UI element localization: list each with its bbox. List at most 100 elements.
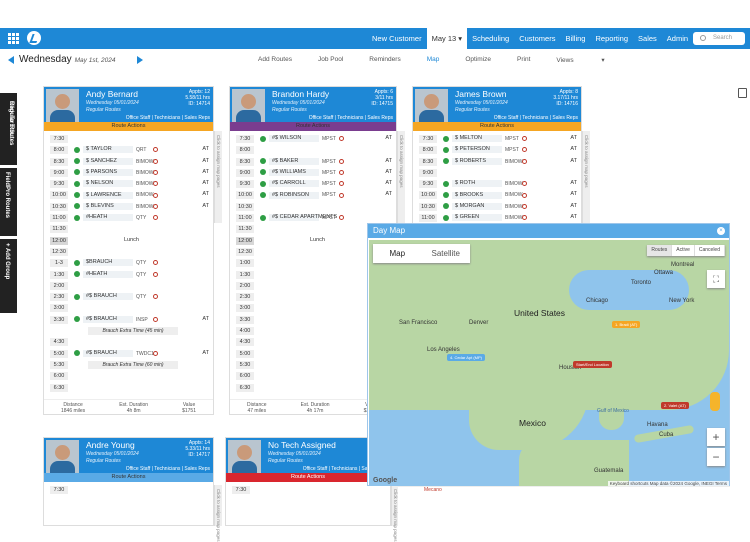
job-label[interactable]: #$ BRAUCH (83, 349, 133, 357)
nav-customers[interactable]: Customers (519, 34, 556, 43)
schedule-row[interactable]: 10:00 $ LAWRENCE BIMOW AT (44, 189, 213, 200)
schedule-row[interactable]: 7:30 (44, 484, 213, 495)
tech-name[interactable]: James Brown (455, 89, 507, 99)
map-pin-andy[interactable]: 1. Bradi (AT) (612, 321, 641, 328)
job-entry[interactable]: #$ ROBINSON MPST (260, 191, 344, 199)
map-type-map[interactable]: Map (389, 249, 406, 258)
map-pin-start-end[interactable]: Start/End Location (573, 361, 612, 368)
schedule-row[interactable]: 6:00 (230, 370, 396, 381)
map-canvas[interactable]: Map Satellite Routes Active Canceled ⛶ U… (369, 240, 729, 486)
schedule-row[interactable]: 7:30 #$ WILSON MPST AT (230, 133, 396, 144)
tool-map[interactable]: Map (426, 56, 440, 63)
schedule-row[interactable]: 5:00 #$ BRAUCH TWDC1 AT (44, 348, 213, 359)
tool-views[interactable]: Views ▾ (556, 57, 605, 64)
job-label[interactable]: $ GREEN (452, 214, 502, 222)
schedule-row[interactable]: 7:30 (44, 133, 213, 144)
job-label[interactable]: $ PARSONS (83, 168, 133, 176)
apps-grid-icon[interactable] (8, 33, 19, 44)
schedule-row[interactable]: 8:00 (230, 144, 396, 155)
job-entry[interactable]: $ NELSON BIMOW (74, 180, 158, 188)
schedule-row[interactable]: 1-3 $BRAUCH QTY (44, 257, 213, 268)
schedule-row[interactable]: 9:00 $ PARSONS BIMOW AT (44, 167, 213, 178)
schedule-row[interactable]: 11:30 (230, 223, 396, 234)
schedule-row[interactable]: 4:00 (230, 325, 396, 336)
schedule-row[interactable]: 9:00 #$ WILLIAMS MPST AT (230, 167, 396, 178)
job-label[interactable]: $ BLEVINS (83, 202, 133, 210)
schedule-row[interactable]: 2:00 (230, 280, 396, 291)
schedule-row[interactable]: 9:30 #$ CARROLL MPST AT (230, 178, 396, 189)
job-label[interactable]: $ NELSON (83, 180, 133, 188)
nav-reporting[interactable]: Reporting (595, 34, 629, 43)
job-label[interactable]: $ PETERSON (452, 146, 502, 154)
assign-map-pages-tab[interactable]: Click to assign map pages (397, 131, 405, 223)
search-input[interactable]: Search (693, 32, 745, 45)
schedule-row[interactable]: 1:00 (230, 257, 396, 268)
nav-scheduling[interactable]: Scheduling (472, 34, 510, 43)
job-label[interactable]: #$ BRAUCH (83, 315, 133, 323)
schedule-row[interactable]: 6:00 (44, 370, 213, 381)
schedule-row[interactable]: 5:30 (230, 359, 396, 370)
job-label[interactable]: #$ BRAUCH (83, 293, 133, 301)
schedule-row[interactable]: 12:30 (44, 246, 213, 257)
schedule-row[interactable]: 12:00 Lunch (230, 235, 396, 246)
tab-regular-routes[interactable]: Regular Routes Click To Edit... (0, 93, 17, 165)
schedule-row[interactable]: 3:30 (230, 314, 396, 325)
schedule-row[interactable]: 7:30 (226, 484, 390, 495)
map-filter-canceled[interactable]: Canceled (695, 245, 725, 256)
tool-add-routes[interactable]: Add Routes (258, 56, 292, 63)
schedule-row[interactable]: 7:30 $ MELTON MPST AT (413, 133, 581, 144)
schedule-row[interactable]: 8:30 #$ BAKER MPST AT (230, 156, 396, 167)
job-entry[interactable]: #$ CEDAR APARTMENTSMPST (260, 214, 344, 222)
schedule-row[interactable]: 10:30 $ BLEVINS BIMOW AT (44, 201, 213, 212)
schedule-row[interactable]: 6:30 (44, 382, 213, 393)
tool-reminders[interactable]: Reminders (369, 56, 401, 63)
job-entry[interactable]: $ MELTON MPST (443, 135, 527, 143)
tech-name[interactable]: Brandon Hardy (272, 89, 330, 99)
nav-date-picker[interactable]: May 13 ▾ (426, 28, 468, 49)
job-label[interactable]: $ MELTON (452, 135, 502, 143)
zoom-in-icon[interactable]: + (707, 428, 725, 446)
schedule-row[interactable]: 5:00 (230, 348, 396, 359)
schedule-row[interactable]: 10:00 #$ ROBINSON MPST AT (230, 189, 396, 200)
job-entry[interactable]: $ BLEVINS BIMOW (74, 202, 158, 211)
schedule-row[interactable]: 6:30 (230, 382, 396, 393)
schedule-row[interactable]: 11:00 $ GREEN BIMOW AT (413, 212, 581, 223)
schedule-row[interactable]: 1:30 #HEATH QTY (44, 269, 213, 280)
job-label[interactable]: $BRAUCH (83, 259, 133, 267)
schedule-row[interactable]: 2:30 #$ BRAUCH QTY (44, 291, 213, 302)
job-entry[interactable]: $ ROBERTS BIMOW (443, 157, 527, 166)
map-filter-routes[interactable]: Routes (647, 245, 673, 256)
schedule-row[interactable]: 4:30 (230, 336, 396, 347)
next-day-arrow-icon[interactable] (137, 56, 143, 64)
schedule-row[interactable]: 9:00 (413, 167, 581, 178)
schedule-row[interactable]: 12:00 Lunch (44, 235, 213, 246)
tab-add-group[interactable]: + Add Group (0, 239, 17, 313)
nav-billing[interactable]: Billing (565, 34, 586, 43)
tool-optimize[interactable]: Optimize (465, 56, 492, 63)
job-label[interactable]: $ ROBERTS (452, 157, 502, 165)
nav-sales[interactable]: Sales (638, 34, 657, 43)
job-label[interactable]: #$ CARROLL (269, 180, 319, 188)
schedule-row[interactable]: 9:30 $ ROTH BIMOW AT (413, 178, 581, 189)
job-entry[interactable]: $BRAUCH QTY (74, 259, 158, 267)
job-entry[interactable]: #$ BRAUCH TWDC1 (74, 349, 158, 358)
schedule-row[interactable]: 11:00 #HEATH QTY (44, 212, 213, 223)
tool-print[interactable]: Print (517, 56, 531, 63)
schedule-row[interactable]: 5:30 Brauch Extra Time (60 min) (44, 359, 213, 370)
assign-map-pages-tab[interactable]: Click to assign map pages (582, 131, 590, 223)
tool-job-pool[interactable]: Job Pool (317, 56, 344, 63)
map-pin-brandon[interactable]: 4. Cedar Apt (MP) (447, 354, 486, 361)
close-icon[interactable]: × (717, 227, 725, 235)
tab-fieldpro-routes[interactable]: FieldPro Routes (0, 168, 17, 236)
job-label[interactable]: $ MORGAN (452, 202, 502, 210)
job-entry[interactable]: $ GREEN BIMOW (443, 214, 527, 222)
assign-map-pages-tab[interactable]: Click to assign map pages (391, 485, 399, 542)
route-actions-bar[interactable]: Route Actions (230, 122, 396, 131)
job-entry[interactable]: #$ BAKER MPST (260, 157, 344, 166)
job-label[interactable]: $ ROTH (452, 180, 502, 188)
route-actions-bar[interactable]: Route Actions (44, 473, 213, 482)
printer-icon[interactable] (738, 88, 747, 98)
schedule-row[interactable]: 2:30 (230, 291, 396, 302)
job-label[interactable]: $ BROOKS (452, 191, 502, 199)
job-entry[interactable]: $ ROTH BIMOW (443, 180, 527, 188)
